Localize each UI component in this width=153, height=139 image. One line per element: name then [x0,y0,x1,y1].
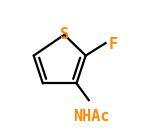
Text: S: S [60,27,69,42]
Text: NHAc: NHAc [74,109,110,124]
Text: F: F [109,37,118,52]
